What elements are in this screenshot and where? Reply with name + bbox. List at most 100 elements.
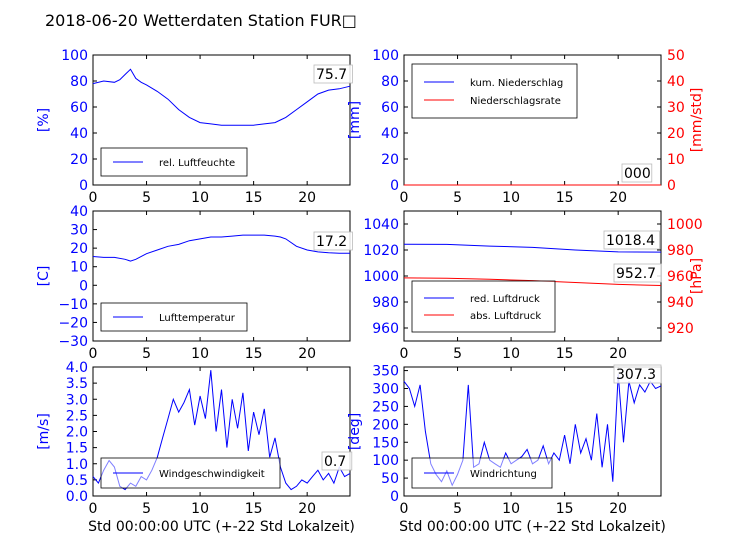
latest-value: 17.2: [316, 234, 347, 250]
y2-tick-label: 1000: [667, 217, 703, 233]
x-tick-label: 5: [453, 501, 462, 517]
y-tick-label: 40: [381, 126, 399, 142]
x-tick-label: 10: [502, 501, 520, 517]
y2-axis-label: [hPa]: [689, 258, 705, 294]
series-line-0: [92, 234, 351, 262]
y2-tick-label: 940: [667, 295, 694, 311]
x-tick-label: 15: [245, 501, 263, 517]
x-tick-label: 15: [556, 346, 574, 362]
legend: Windgeschwindigkeit: [100, 457, 281, 489]
y-tick-label: 20: [70, 152, 88, 168]
y-tick-label: 1.5: [66, 441, 88, 457]
y-axis-label: [C]: [36, 266, 52, 287]
latest-value-box: [321, 451, 353, 471]
panel-precipitation: 0 5 10 15 20 0 20 40 60 80 100 0 10 20 30 40 50 [mm] [mm/s…: [347, 48, 705, 206]
legend-label: kum. Niederschlag: [470, 78, 563, 89]
legend-frame: [411, 63, 578, 119]
x-tick-label: 0: [400, 190, 409, 206]
legend-label: rel. Luftfeuchte: [159, 158, 235, 169]
y2-tick-label: 980: [667, 243, 694, 259]
panel-humidity: 0 5 10 15 20 0 20 40 60 80 100 [%] rel. Luftfeuchte 7…: [36, 48, 353, 206]
y-tick-label: 0: [79, 178, 88, 194]
y2-axis-label: [mm/std]: [689, 88, 705, 153]
y-tick-label: 1000: [363, 269, 399, 285]
y-tick-label: 0.5: [66, 473, 88, 489]
y-tick-label: 4.0: [66, 360, 88, 376]
x-tick-label: 15: [556, 501, 574, 517]
x-tick-label: 20: [609, 190, 627, 206]
latest-value: 0.7: [324, 454, 346, 470]
y-tick-label: −10: [58, 297, 88, 313]
latest-value-box: [621, 163, 653, 183]
y-tick-label: 60: [381, 100, 399, 116]
y2-tick-label: 50: [667, 48, 685, 64]
legend: Lufttemperatur: [100, 302, 248, 332]
y-tick-label: 40: [70, 204, 88, 220]
y-tick-label: 10: [70, 260, 88, 276]
x-axis-label: Std 00:00:00 UTC (+-22 Std Lokalzeit): [399, 519, 666, 535]
y-tick-label: 3.0: [66, 392, 88, 408]
legend-label: abs. Luftdruck: [470, 311, 541, 322]
x-tick-label: 10: [502, 346, 520, 362]
x-axis-label: Std 00:00:00 UTC (+-22 Std Lokalzeit): [88, 519, 355, 535]
x-tick-label: 15: [556, 190, 574, 206]
y2-tick-label: 960: [667, 269, 694, 285]
x-tick-label: 0: [89, 346, 98, 362]
series-line-0: [92, 68, 351, 126]
x-tick-label: 0: [400, 501, 409, 517]
y2-tick-label: 0: [667, 178, 676, 194]
x-tick-label: 10: [502, 190, 520, 206]
x-tick-label: 20: [298, 190, 316, 206]
x-tick-label: 5: [453, 190, 462, 206]
x-tick-label: 10: [191, 190, 209, 206]
y-tick-label: 0: [79, 278, 88, 294]
y2-tick-label: 20: [667, 126, 685, 142]
y-tick-label: 1040: [363, 217, 399, 233]
latest-value-box: [613, 263, 662, 283]
series-line-0: [403, 243, 662, 253]
y-axis-label: [mm]: [347, 101, 363, 139]
figure-title: 2018-06-20 Wetterdaten Station FUR□: [45, 11, 357, 30]
legend-label: Windrichtung: [470, 469, 537, 480]
legend: kum. Niederschlag Niederschlagsrate: [411, 63, 578, 119]
x-tick-label: 10: [191, 501, 209, 517]
y-tick-label: 300: [372, 382, 399, 398]
x-tick-label: 0: [89, 501, 98, 517]
y-tick-label: 20: [70, 241, 88, 257]
y-tick-label: 960: [372, 321, 399, 337]
y-tick-label: 100: [61, 48, 88, 64]
y-tick-label: 100: [372, 453, 399, 469]
y-tick-label: 2.5: [66, 408, 88, 424]
x-tick-label: 5: [142, 501, 151, 517]
latest-value: 75.7: [316, 67, 347, 83]
y-tick-label: 0.0: [66, 489, 88, 505]
y-tick-label: 200: [372, 417, 399, 433]
x-tick-label: 15: [245, 190, 263, 206]
x-tick-label: 0: [400, 346, 409, 362]
y-axis-label: [m/s]: [36, 413, 52, 450]
y-tick-label: 150: [372, 435, 399, 451]
legend-frame: [100, 457, 281, 489]
latest-value-box: [313, 64, 353, 84]
x-tick-label: 10: [191, 346, 209, 362]
y-tick-label: 40: [70, 126, 88, 142]
y-tick-label: 250: [372, 399, 399, 415]
y-tick-label: 3.5: [66, 376, 88, 392]
y2-tick-label: 30: [667, 100, 685, 116]
latest-value: 952.7: [616, 266, 656, 282]
y-tick-label: −20: [58, 315, 88, 331]
legend: red. Luftdruck abs. Luftdruck: [411, 280, 556, 333]
latest-value-box: [603, 230, 660, 250]
y-axis-label: [deg]: [347, 413, 363, 450]
y-tick-label: 0: [390, 489, 399, 505]
y2-tick-label: 920: [667, 321, 694, 337]
x-tick-label: 20: [298, 346, 316, 362]
y-tick-label: 80: [70, 74, 88, 90]
legend-label: Windgeschwindigkeit: [159, 469, 265, 480]
legend: Windrichtung: [411, 457, 553, 489]
y-axis-label: [%]: [36, 108, 52, 132]
x-tick-label: 20: [298, 501, 316, 517]
legend-frame: [411, 280, 556, 333]
